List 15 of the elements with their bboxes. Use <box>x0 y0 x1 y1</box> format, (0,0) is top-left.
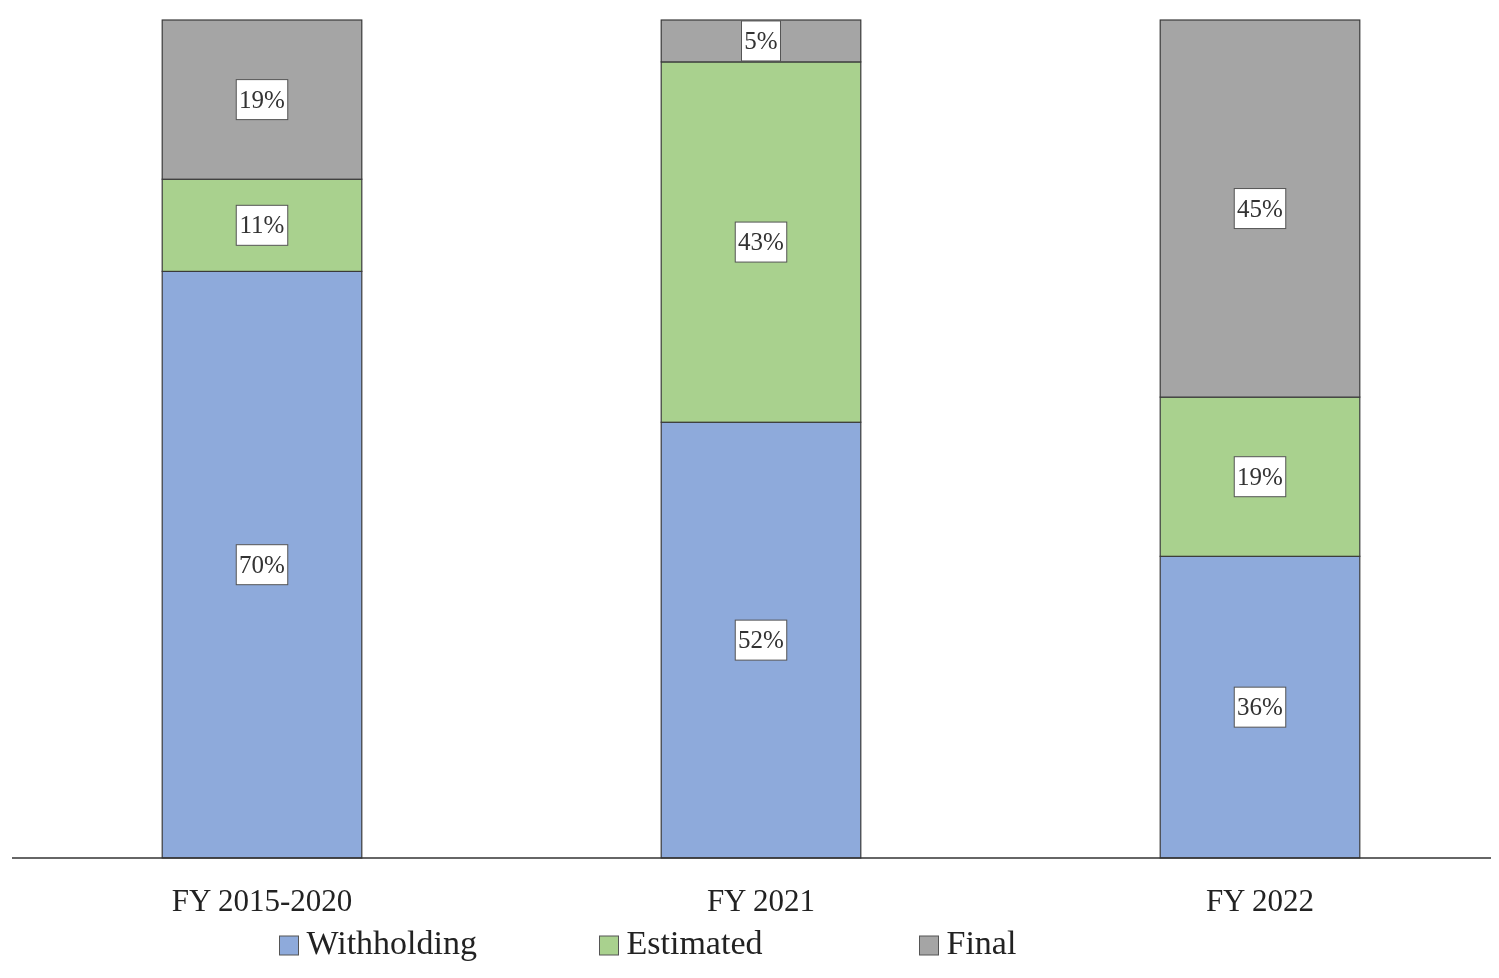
x-tick-label: FY 2015-2020 <box>171 883 353 918</box>
legend-label: Final <box>946 924 1017 961</box>
data-label: 43% <box>738 228 784 256</box>
data-label: 19% <box>239 85 285 113</box>
data-label: 19% <box>1237 462 1283 490</box>
data-label: 52% <box>738 626 784 654</box>
data-label: 70% <box>239 550 285 578</box>
data-label: 45% <box>1237 194 1283 222</box>
legend-label: Withholding <box>306 924 478 961</box>
data-label: 36% <box>1237 693 1283 721</box>
data-label: 11% <box>239 211 285 239</box>
legend-label: Estimated <box>626 924 763 961</box>
x-tick-label: FY 2021 <box>706 883 816 918</box>
data-label: 5% <box>744 26 778 54</box>
x-tick-label: FY 2022 <box>1205 883 1315 918</box>
